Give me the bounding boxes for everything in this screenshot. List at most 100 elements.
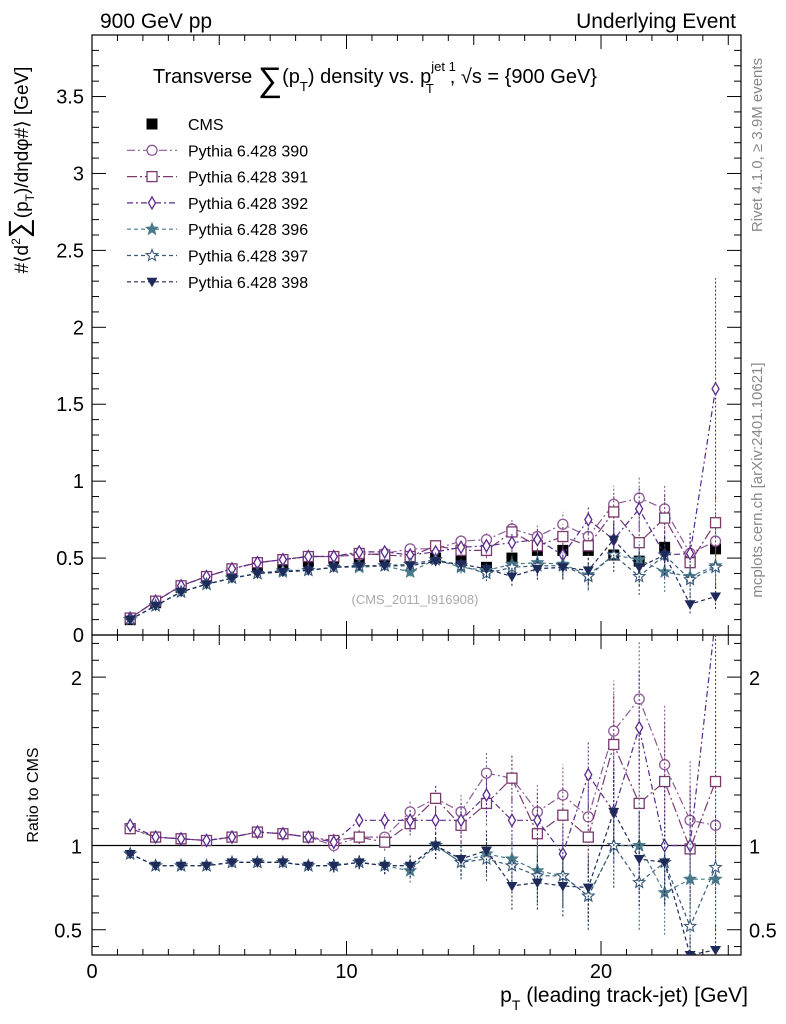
ratio-point [684,951,696,955]
ratio-point [328,861,340,872]
ylabel-f: )/dηdφ#⟩ [GeV] [12,67,33,194]
main-point [251,569,263,579]
main-point [430,557,442,567]
main-point [480,564,492,575]
ratio-point [353,858,365,868]
legend-marker [146,118,158,130]
main-point [354,544,364,560]
ratio-ytick-label: 0.5 [54,921,82,943]
main-point [659,551,671,561]
ratio-series-line [129,635,715,856]
ratio-point [251,858,263,868]
ratio-point [227,829,237,845]
legend-item-cms: CMS [146,117,224,134]
legend-item-p392: Pythia 6.428 392 [127,195,308,213]
ratio-point [456,812,466,828]
main-ytick-label: 0 [73,625,84,647]
main-point [711,381,720,397]
ratio-point [150,861,162,872]
main-point [504,559,520,574]
legend-item-p391: Pythia 6.428 391 [127,170,308,187]
ratio-point [634,720,644,735]
ratio-point [329,834,339,850]
legend-label: Pythia 6.428 398 [188,275,308,292]
legend-item-p398: Pythia 6.428 398 [127,275,308,292]
title-text2: ) density vs. p [308,66,431,88]
ratio-point [506,881,518,892]
main-point [533,532,542,547]
legend-marker [146,144,158,156]
main-point [557,563,569,573]
main-point [507,535,517,550]
main-ytick-label: 3.5 [56,87,84,109]
legend-marker [146,170,158,183]
ratio-point [708,871,723,886]
ratio-point [354,812,364,828]
ratio-series-line [130,742,717,851]
ratio-point [430,841,442,852]
ratio-point [353,831,365,843]
main-point [482,538,491,554]
main-point [659,541,671,553]
xtick-label: 0 [86,961,97,983]
plot-title: Transverse ∑(pT) density vs. pjet 1 T, √s… [153,59,597,99]
main-point [633,537,645,549]
xtick-label: 10 [335,961,357,983]
title-sub-T2: T [426,81,434,96]
xlabel-a: p [500,984,512,1007]
legend-marker [146,277,158,288]
legend-label: Pythia 6.428 391 [188,170,308,187]
title-text1: Transverse [153,66,252,88]
ratio-point [608,738,620,751]
ylabel-e: T [23,193,37,201]
legend-marker [144,221,160,236]
ratio-point [480,846,492,857]
ratio-point [429,792,442,805]
ylabel-b: 2 [9,238,23,245]
title-paren1: (p [282,66,300,88]
ratio-plot: 0.5 0.51 12 20 10 20 [54,612,777,983]
analysis-watermark: (CMS_2011_I916908) [352,592,479,607]
main-point [353,561,365,572]
main-series-p392 [125,278,720,626]
main-point [304,549,313,564]
main-point [531,564,543,575]
xlabel: pT (leading track-jet) [GeV] [500,984,748,1013]
ratio-ytick-label: 2 [71,668,82,690]
ratio-ylabel: Ratio to CMS [25,747,42,842]
ratio-point [404,861,416,872]
main-ytick-label: 0.5 [56,548,84,570]
ratio-point [582,831,594,843]
ratio-point [557,809,569,821]
main-point [685,546,695,561]
ratio-point [455,855,467,865]
ratio-series-p396 [123,798,723,935]
main-series-line [129,538,716,621]
ratio-point [480,767,493,779]
main-point [684,600,696,610]
ratio-point [531,878,543,889]
ratio-point [633,855,645,865]
ratio-ytick-label-right: 0.5 [749,921,777,943]
legend-label: Pythia 6.428 392 [188,196,308,213]
ratio-point [431,812,440,828]
ratio-series-line [129,844,716,898]
ratio-point [659,858,671,868]
ratio-series-p397 [123,803,723,955]
ratio-point [557,789,569,801]
legend-label: Pythia 6.428 396 [188,222,308,239]
ratio-point [712,612,719,624]
header-right: Underlying Event [576,10,736,33]
ratio-series-group [123,612,723,955]
ratio-series-p398 [124,769,722,955]
main-point [404,561,416,572]
ratio-ytick-label-right: 1 [749,837,760,859]
main-series-p398 [124,522,722,626]
ratio-point [557,881,569,892]
main-series-line [129,497,716,619]
main-point [175,587,187,598]
main-point [708,559,723,574]
legend-label: Pythia 6.428 397 [188,249,308,266]
main-ytick-label: 3 [73,163,84,185]
